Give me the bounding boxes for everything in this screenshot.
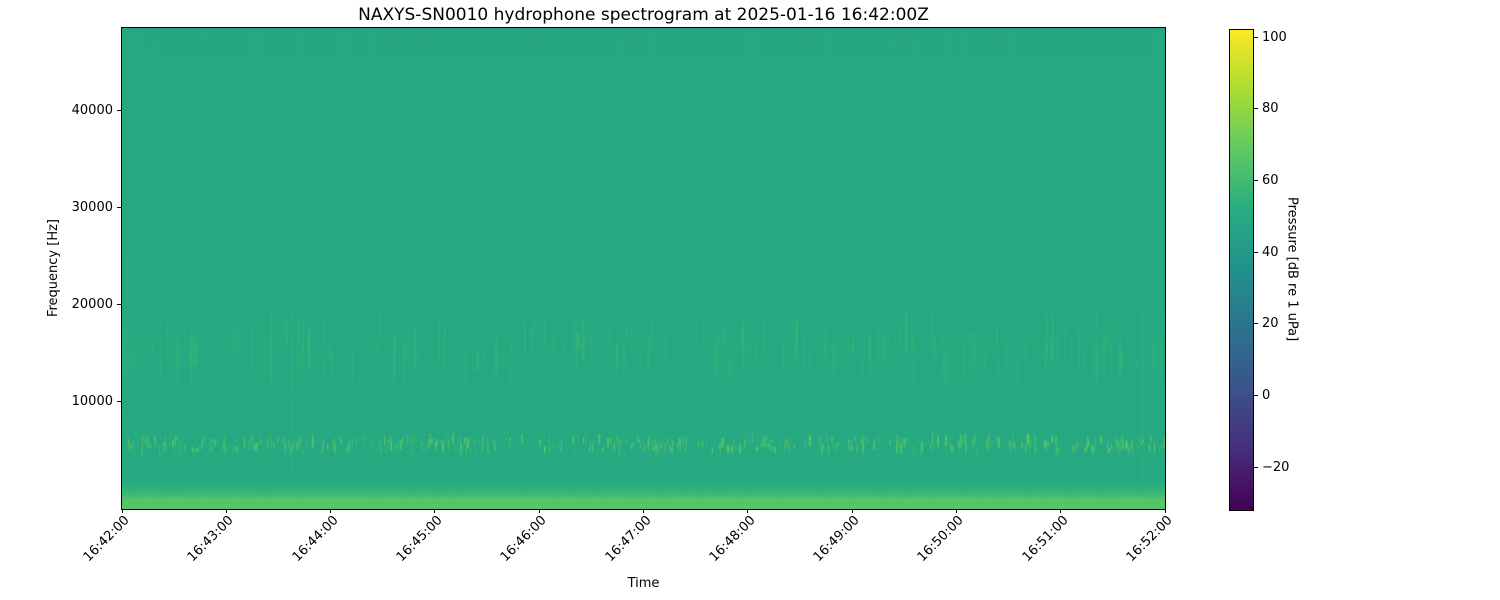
colorbar-tick-label: 80 xyxy=(1262,101,1279,117)
x-tick-mark xyxy=(1060,509,1062,513)
y-tick-mark xyxy=(117,206,121,208)
y-tick-mark xyxy=(117,401,121,403)
colorbar-label-wrap: Pressure [dB re 1 uPa] xyxy=(1283,29,1301,509)
x-tick-mark xyxy=(121,509,123,513)
colorbar-tick-label: −20 xyxy=(1262,459,1290,475)
colorbar-tick-mark xyxy=(1254,323,1258,325)
colorbar-tick-label: 20 xyxy=(1262,316,1279,332)
colorbar-tick-mark xyxy=(1254,251,1258,253)
colorbar-tick-mark xyxy=(1254,394,1258,396)
y-axis-label-wrap: Frequency [Hz] xyxy=(44,28,62,509)
x-tick-mark xyxy=(434,509,436,513)
x-tick-mark xyxy=(747,509,749,513)
y-tick-label: 30000 xyxy=(71,199,113,215)
x-axis-label: Time xyxy=(627,576,660,591)
y-tick-label: 40000 xyxy=(71,102,113,118)
x-tick-mark xyxy=(538,509,540,513)
colorbar-tick-mark xyxy=(1254,36,1258,38)
colorbar-label: Pressure [dB re 1 uPa] xyxy=(1284,196,1300,342)
y-tick-label: 20000 xyxy=(71,297,113,313)
spectrogram-canvas xyxy=(122,28,1165,509)
x-tick-mark xyxy=(955,509,957,513)
x-tick-label: 16:42:00 xyxy=(80,513,133,565)
colorbar-tick-label: 0 xyxy=(1262,387,1271,403)
x-tick-mark xyxy=(643,509,644,513)
colorbar-tick-mark xyxy=(1254,179,1258,181)
y-tick-label: 10000 xyxy=(71,394,113,410)
y-tick-mark xyxy=(117,109,121,111)
plot-area xyxy=(121,27,1166,510)
colorbar-gradient xyxy=(1230,30,1253,510)
x-tick-mark xyxy=(225,509,227,513)
x-tick-mark xyxy=(851,509,853,513)
x-tick-mark xyxy=(330,509,332,513)
colorbar-tick-label: 60 xyxy=(1262,172,1279,188)
colorbar-tick-label: 100 xyxy=(1262,29,1287,45)
colorbar-tick-mark xyxy=(1254,108,1258,110)
chart-title: NAXYS-SN0010 hydrophone spectrogram at 2… xyxy=(358,5,929,25)
colorbar-tick-mark xyxy=(1254,466,1258,468)
colorbar-tick-label: 40 xyxy=(1262,244,1279,260)
y-tick-mark xyxy=(117,304,121,306)
x-tick-mark xyxy=(1164,509,1166,513)
colorbar xyxy=(1229,29,1254,511)
